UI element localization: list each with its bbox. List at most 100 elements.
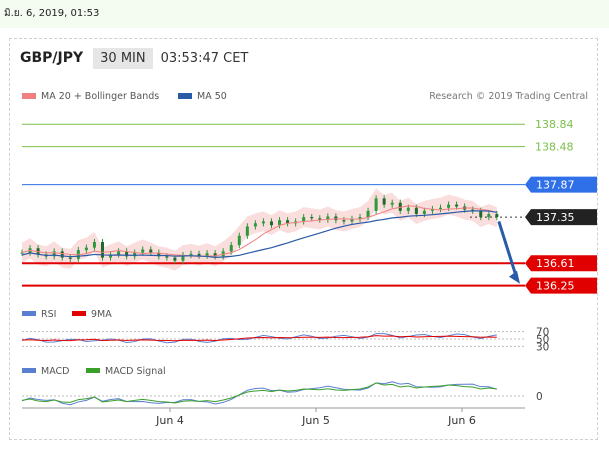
candle-body xyxy=(438,207,442,209)
candle-body xyxy=(117,251,121,255)
candle-body xyxy=(487,213,491,218)
rsi-tick-label: 70 xyxy=(536,327,549,339)
candle-body xyxy=(253,223,257,227)
candle-body xyxy=(495,213,499,218)
candle-body xyxy=(92,242,96,248)
rsi-ma9-line xyxy=(21,335,497,342)
candle-body xyxy=(278,220,282,226)
candle-body xyxy=(479,210,483,218)
candle-body xyxy=(181,255,185,261)
price-panel: 138.84 138.48 137.87 137.35 136.61 136.25 xyxy=(20,118,597,294)
rsi-tick-label: 30 xyxy=(536,341,549,353)
timeframe-badge[interactable]: 30 MIN xyxy=(93,47,153,69)
candle-body xyxy=(269,221,273,226)
candle-body xyxy=(165,256,169,258)
candle-body xyxy=(149,249,153,253)
candle-body xyxy=(20,252,24,254)
candle-body xyxy=(133,252,137,257)
candle-body xyxy=(374,198,378,211)
x-tick-label: Jun 5 xyxy=(301,414,330,427)
credit-text: Research © 2019 Trading Central xyxy=(429,91,588,102)
macd-tick-label: 0 xyxy=(536,391,543,403)
candle-body xyxy=(68,257,72,259)
candle-body xyxy=(430,208,434,211)
candle-body xyxy=(406,207,410,211)
ma9-legend-swatch xyxy=(72,311,86,316)
candle-body xyxy=(310,217,314,219)
candle-body xyxy=(326,216,330,220)
candle-body xyxy=(60,251,64,258)
ma9-legend-label: 9MA xyxy=(91,309,112,320)
macd-legend-swatch xyxy=(22,368,36,373)
candle-body xyxy=(455,204,459,207)
candle-body xyxy=(422,210,426,214)
candle-body xyxy=(350,218,354,222)
candle-body xyxy=(205,253,209,256)
macd-line xyxy=(21,381,497,406)
ma-bb-legend-swatch xyxy=(22,93,36,99)
candle-body xyxy=(125,251,129,257)
candle-body xyxy=(229,245,233,252)
x-tick-label: Jun 6 xyxy=(447,414,476,427)
level-label-138-84: 138.84 xyxy=(535,118,574,131)
x-tick-label: Jun 4 xyxy=(155,414,184,427)
rsi-tick-label: 50 xyxy=(536,334,549,346)
candle-body xyxy=(286,220,290,224)
candle-body xyxy=(414,207,418,214)
candle-body xyxy=(109,254,113,258)
macd-signal-line xyxy=(21,382,497,404)
candle-body xyxy=(334,216,338,221)
level-label-136-61: 136.61 xyxy=(536,257,575,270)
chart-header: GBP/JPY 30 MIN 03:53:47 CET xyxy=(20,46,248,70)
candle-body xyxy=(245,226,249,236)
candle-body xyxy=(342,220,346,222)
candle-body xyxy=(157,252,161,257)
candle-body xyxy=(447,204,451,208)
time-label: 03:53:47 CET xyxy=(160,50,249,66)
bollinger-band xyxy=(22,188,497,271)
chart-card xyxy=(9,38,598,440)
candle-body xyxy=(237,235,241,246)
candle-body xyxy=(366,210,370,218)
candle-body xyxy=(471,209,475,211)
macd-legend-label: MACD xyxy=(41,366,69,377)
ma20-line xyxy=(21,205,497,258)
candle-body xyxy=(197,253,201,256)
candle-body xyxy=(390,202,394,205)
candle-body xyxy=(173,257,177,261)
level-tag-137-35 xyxy=(525,209,597,226)
ma-bb-legend-label: MA 20 + Bollinger Bands xyxy=(41,91,159,102)
candle-body xyxy=(100,242,104,258)
date-text: มิ.ย. 6, 2019, 01:53 xyxy=(4,8,100,19)
top-date-bar: มิ.ย. 6, 2019, 01:53 xyxy=(0,0,609,28)
candle-body xyxy=(318,218,322,220)
rsi-legend-swatch xyxy=(22,311,36,316)
level-label-137-35: 137.35 xyxy=(536,211,575,224)
rsi-line xyxy=(21,333,497,344)
rsi-legend-label: RSI xyxy=(41,309,56,320)
level-tag-136-61 xyxy=(525,255,597,272)
candle-body xyxy=(358,217,362,219)
level-tag-136-25 xyxy=(525,277,597,294)
candle-body xyxy=(213,253,217,257)
candle-body xyxy=(398,202,402,211)
level-label-138-48: 138.48 xyxy=(535,141,574,154)
ma50-legend-label: MA 50 xyxy=(197,91,227,102)
macd-signal-legend-swatch xyxy=(86,368,100,373)
ma50-line xyxy=(21,210,497,258)
forecast-arrow-shaft xyxy=(497,220,518,277)
forecast-arrow-head xyxy=(509,270,520,284)
candle-body xyxy=(189,253,193,256)
level-tag-137-87 xyxy=(525,176,597,193)
candle-body xyxy=(84,247,88,251)
candle-body xyxy=(302,217,306,222)
ma50-legend-swatch xyxy=(178,93,192,99)
candle-body xyxy=(52,251,56,257)
level-label-137-87: 137.87 xyxy=(536,179,575,192)
level-label-136-25: 136.25 xyxy=(536,280,575,293)
candle-body xyxy=(141,249,145,253)
symbol-label: GBP/JPY xyxy=(20,50,84,66)
macd-panel: 0 xyxy=(21,381,543,406)
